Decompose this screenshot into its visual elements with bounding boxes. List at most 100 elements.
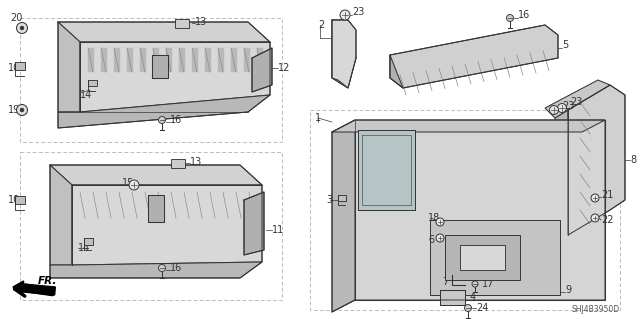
Text: 23: 23 (352, 7, 364, 17)
Polygon shape (205, 48, 211, 72)
Circle shape (129, 180, 139, 190)
Circle shape (506, 14, 513, 21)
Polygon shape (72, 185, 262, 265)
Text: 16: 16 (170, 115, 182, 125)
Polygon shape (80, 42, 270, 112)
Bar (20, 152, 282, 300)
Bar (83, 238, 93, 245)
Text: FR.: FR. (38, 276, 58, 286)
Circle shape (436, 234, 444, 242)
Polygon shape (218, 48, 224, 72)
Polygon shape (440, 290, 465, 305)
Polygon shape (390, 55, 403, 88)
Polygon shape (390, 25, 558, 88)
Polygon shape (244, 192, 264, 255)
Circle shape (436, 218, 444, 226)
Bar (20, 18, 282, 142)
Polygon shape (445, 235, 520, 280)
Polygon shape (50, 165, 262, 185)
Polygon shape (50, 262, 262, 278)
Bar (171, 159, 185, 167)
Polygon shape (545, 80, 610, 118)
Text: 17: 17 (482, 279, 494, 289)
Text: 12: 12 (278, 63, 291, 73)
Polygon shape (257, 48, 263, 72)
Bar (338, 195, 346, 201)
Polygon shape (148, 195, 164, 222)
Text: 16: 16 (170, 263, 182, 273)
Polygon shape (50, 165, 72, 265)
Polygon shape (58, 95, 270, 128)
Polygon shape (555, 110, 568, 240)
Polygon shape (231, 48, 237, 72)
Circle shape (17, 23, 28, 33)
Circle shape (591, 194, 599, 202)
Circle shape (550, 106, 559, 115)
Text: 21: 21 (601, 190, 613, 200)
Circle shape (20, 108, 24, 112)
Text: 4: 4 (470, 292, 476, 302)
Bar (15, 62, 25, 70)
Text: 23: 23 (570, 97, 582, 107)
Circle shape (159, 264, 166, 271)
Polygon shape (127, 48, 133, 72)
Text: 11: 11 (272, 225, 284, 235)
Text: 6: 6 (428, 235, 434, 245)
Polygon shape (140, 48, 146, 72)
Polygon shape (179, 48, 185, 72)
Polygon shape (568, 85, 625, 235)
Polygon shape (58, 22, 270, 42)
Polygon shape (252, 48, 272, 92)
Polygon shape (166, 48, 172, 72)
Text: 23: 23 (562, 101, 574, 111)
Polygon shape (355, 120, 605, 300)
Text: 7: 7 (442, 277, 448, 287)
Polygon shape (152, 55, 168, 78)
FancyArrow shape (13, 281, 56, 295)
Circle shape (159, 116, 166, 123)
Text: 9: 9 (565, 285, 571, 295)
Text: 16: 16 (518, 10, 531, 20)
Text: 18: 18 (428, 213, 440, 223)
Polygon shape (332, 120, 605, 132)
Circle shape (472, 281, 478, 287)
Polygon shape (430, 220, 560, 295)
Text: 10: 10 (8, 195, 20, 205)
Text: 8: 8 (630, 155, 636, 165)
Circle shape (591, 214, 599, 222)
Polygon shape (358, 130, 415, 210)
Polygon shape (460, 245, 505, 270)
Polygon shape (332, 20, 356, 88)
Polygon shape (101, 48, 107, 72)
Circle shape (340, 10, 350, 20)
Bar (15, 196, 25, 204)
Text: 1: 1 (315, 113, 321, 123)
Text: SHJ4B3950D: SHJ4B3950D (572, 305, 620, 314)
Bar (310, 110, 620, 310)
Circle shape (20, 26, 24, 30)
Text: 14: 14 (80, 90, 92, 100)
Text: 14: 14 (78, 243, 90, 253)
Polygon shape (244, 48, 250, 72)
Polygon shape (114, 48, 120, 72)
Text: 22: 22 (601, 215, 614, 225)
Bar (88, 80, 97, 86)
Polygon shape (153, 48, 159, 72)
Text: 13: 13 (190, 157, 202, 167)
Text: 20: 20 (10, 13, 22, 23)
Bar (175, 19, 189, 27)
Text: 5: 5 (562, 40, 568, 50)
Text: 24: 24 (476, 303, 488, 313)
Text: 2: 2 (318, 20, 324, 30)
Text: 10: 10 (8, 63, 20, 73)
Text: 3: 3 (326, 195, 332, 205)
Text: 13: 13 (195, 17, 207, 27)
Circle shape (465, 305, 472, 311)
Circle shape (557, 103, 566, 113)
Text: 15: 15 (122, 178, 134, 188)
Polygon shape (332, 20, 356, 88)
Polygon shape (88, 48, 94, 72)
Polygon shape (58, 22, 80, 112)
Polygon shape (332, 120, 355, 312)
Circle shape (17, 105, 28, 115)
